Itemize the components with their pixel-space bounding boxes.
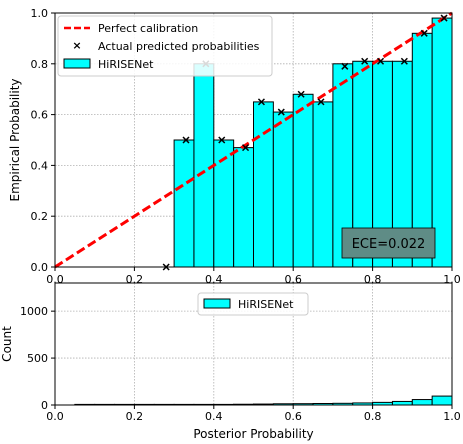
actual-probability-marker: [361, 57, 369, 65]
count-y-tick-label: 0: [41, 399, 48, 412]
calibration-bar: [253, 101, 274, 268]
calibration-bar: [292, 93, 314, 268]
count-panel: 0.0 0.2 0.4 0.6 0.8 1.0 0 500 1000 Count Poster…: [0, 282, 461, 441]
perfect-calibration-line: [54, 11, 453, 269]
count-x-tick-label: 1.0: [443, 410, 461, 423]
calibration-y-tick-label: 1.0: [31, 7, 49, 20]
legend-actual-probabilities-label: Actual predicted probabilities: [98, 40, 260, 53]
calibration-y-tick-label: 0.4: [31, 159, 49, 172]
calibration-bar: [272, 111, 294, 268]
actual-probability-marker: [317, 98, 325, 106]
count-axes-frame: [54, 282, 453, 406]
count-x-tick-label: 0.6: [284, 410, 302, 423]
calibration-bar: [173, 139, 195, 268]
actual-probability-marker: [218, 136, 226, 144]
legend-perfect-calibration-label: Perfect calibration: [98, 22, 198, 35]
actual-probability-marker: [277, 108, 285, 116]
count-y-label: Count: [0, 326, 14, 362]
calibration-y-tick-label: 0.0: [31, 261, 49, 274]
calibration-bar: [312, 101, 334, 268]
count-x-tick-label: 0.0: [46, 410, 64, 423]
count-x-tick-label: 0.4: [205, 410, 223, 423]
calibration-y-tick-label: 0.2: [31, 210, 49, 223]
calibration-panel: 0.0 0.2 0.4 0.6 0.8 1.0 0.0 0.2 0.4 0.6 0.8 1.0 Em…: [8, 7, 461, 286]
actual-probability-marker: [420, 29, 428, 37]
calibration-legend-box: [57, 15, 273, 77]
ece-annotation: ECE=0.022: [341, 227, 436, 259]
count-x-label: Posterior Probability: [193, 427, 313, 441]
count-legend-hirisenet-label: HiRISENet: [238, 298, 294, 311]
count-bar: [411, 399, 433, 406]
count-x-tick-label: 0.8: [364, 410, 382, 423]
legend-hirisenet-swatch: [63, 58, 91, 69]
calibration-bars: [173, 17, 453, 268]
calibration-y-ticks: 0.0 0.2 0.4 0.6 0.8 1.0: [31, 7, 55, 274]
calibration-y-tick-label: 0.6: [31, 109, 49, 122]
ece-annotation-box: [341, 227, 436, 259]
count-legend-hirisenet-swatch: [203, 298, 231, 309]
actual-probability-marker: [440, 14, 448, 22]
count-y-tick-label: 1000: [20, 305, 48, 318]
count-x-tick-label: 0.2: [126, 410, 144, 423]
calibration-legend: Perfect calibration × Actual predicted p…: [57, 15, 273, 77]
count-bar: [391, 400, 413, 406]
actual-probability-marker: [297, 90, 305, 98]
calibration-bar: [193, 63, 215, 268]
actual-probability-marker: [400, 57, 408, 65]
legend-actual-probabilities-swatch: ×: [72, 39, 81, 52]
count-legend: HiRISENet: [197, 292, 309, 316]
actual-probability-marker: [182, 136, 190, 144]
calibration-axes-frame: [54, 12, 453, 268]
actual-probability-marker: [341, 62, 349, 70]
legend-hirisenet-label: HiRISENet: [98, 58, 154, 71]
calibration-bar: [233, 147, 254, 268]
count-bar: [431, 395, 453, 406]
count-x-ticks: 0.0 0.2 0.4 0.6 0.8 1.0: [46, 405, 461, 423]
actual-probability-marker: [377, 57, 385, 65]
actual-probability-marker: [257, 98, 265, 106]
actual-probability-marker: [242, 144, 250, 152]
ece-annotation-text: ECE=0.022: [352, 237, 426, 252]
calibration-y-label: Empirical Probability: [8, 78, 22, 201]
count-y-ticks: 0 500 1000: [20, 305, 55, 412]
count-y-tick-label: 500: [27, 352, 48, 365]
calibration-y-tick-label: 0.8: [31, 58, 49, 71]
